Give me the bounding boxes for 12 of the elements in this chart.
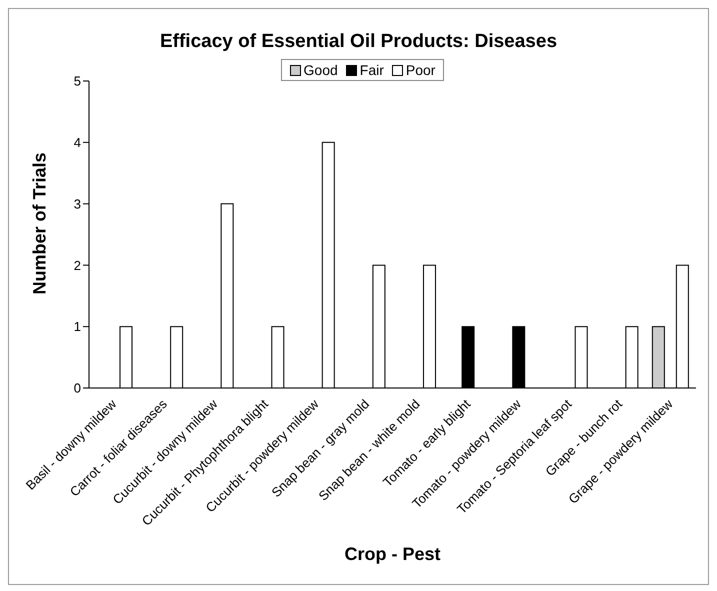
y-tick-label: 1 bbox=[74, 319, 81, 334]
y-tick-label: 5 bbox=[74, 74, 81, 89]
legend-label: Fair bbox=[358, 62, 384, 78]
y-tick-label: 0 bbox=[74, 380, 81, 396]
legend-label: Poor bbox=[404, 62, 436, 78]
y-tick-label: 4 bbox=[74, 135, 81, 150]
y-tick-label: 2 bbox=[74, 258, 81, 273]
legend-label: Good bbox=[302, 62, 338, 78]
y-tick-label: 3 bbox=[74, 196, 81, 212]
chart-title: Efficacy of Essential Oil Products: Diseases bbox=[158, 31, 558, 53]
x-axis-title: Crop - Pest bbox=[344, 544, 441, 564]
y-axis-title: Number of Trials bbox=[29, 152, 50, 294]
